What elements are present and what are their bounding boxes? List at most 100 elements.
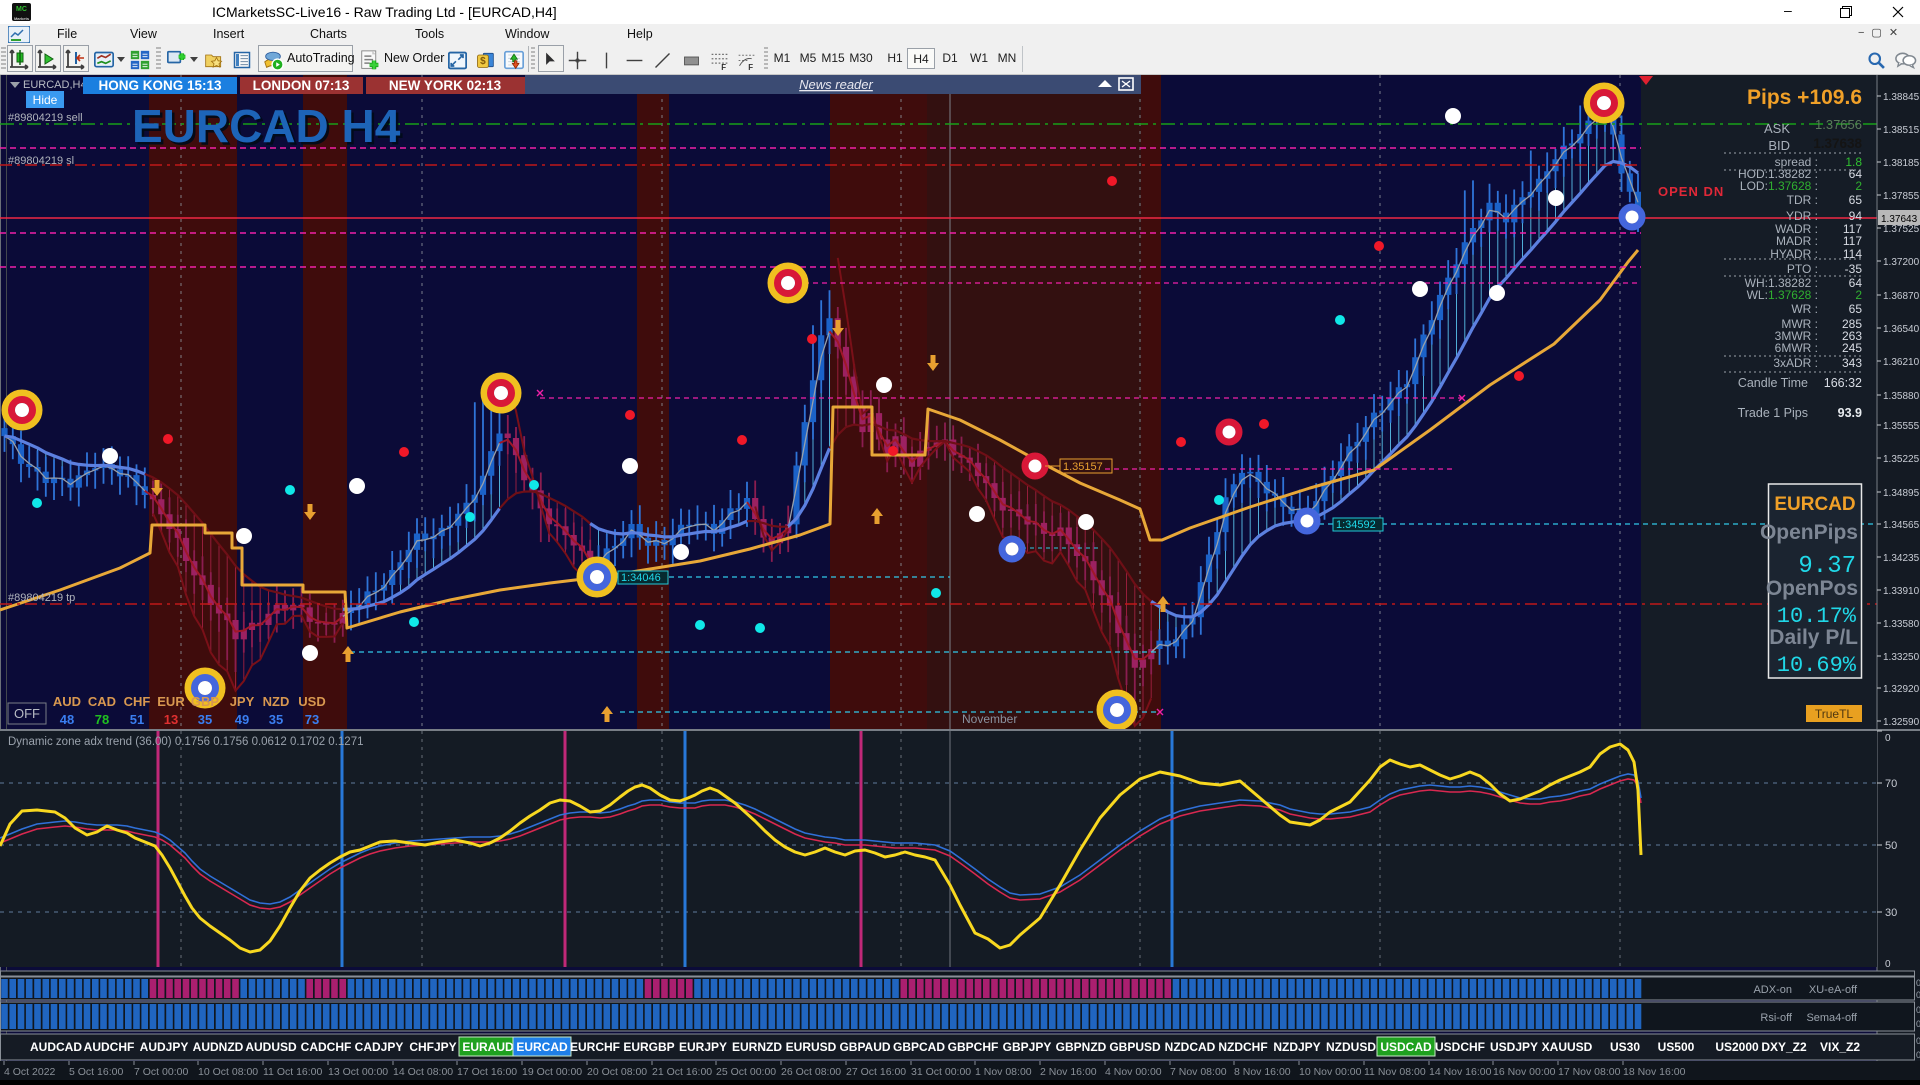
svg-text:ASK: ASK: [1764, 121, 1790, 136]
svg-text:48: 48: [60, 712, 74, 727]
svg-text:1.37200: 1.37200: [1883, 257, 1920, 268]
svg-text:NZDCHF: NZDCHF: [1218, 1040, 1267, 1054]
svg-text:WH:1.38282 :: WH:1.38282 :: [1745, 276, 1818, 290]
svg-text:1.38185: 1.38185: [1883, 158, 1920, 169]
svg-text:19 Oct 00:00: 19 Oct 00:00: [522, 1066, 582, 1078]
svg-text:17 Oct 16:00: 17 Oct 16:00: [457, 1066, 517, 1078]
svg-text:NZDCAD: NZDCAD: [1165, 1040, 1216, 1054]
svg-text:0: 0: [1916, 1036, 1920, 1046]
svg-text:1:34592: 1:34592: [1336, 519, 1376, 531]
svg-text:35: 35: [198, 712, 212, 727]
svg-text:EURAUD: EURAUD: [462, 1040, 514, 1054]
svg-text:TrueTL: TrueTL: [1815, 707, 1854, 721]
svg-text:CADJPY: CADJPY: [355, 1040, 404, 1054]
svg-text:OpenPips: OpenPips: [1760, 521, 1858, 544]
svg-text:245: 245: [1842, 341, 1862, 355]
svg-text:9.37: 9.37: [1798, 553, 1856, 580]
svg-text:7 Nov 08:00: 7 Nov 08:00: [1170, 1066, 1227, 1078]
svg-text:65: 65: [1849, 193, 1863, 207]
svg-text:EURUSD: EURUSD: [786, 1040, 837, 1054]
svg-text:3MWR :: 3MWR :: [1775, 329, 1818, 343]
svg-text:8 Nov 16:00: 8 Nov 16:00: [1234, 1066, 1291, 1078]
svg-text:93.9: 93.9: [1838, 406, 1862, 420]
svg-text:49: 49: [235, 712, 249, 727]
svg-text:1.34235: 1.34235: [1883, 553, 1920, 564]
svg-text:AUDCAD: AUDCAD: [30, 1040, 82, 1054]
svg-text:35: 35: [269, 712, 283, 727]
svg-text:1.33580: 1.33580: [1883, 619, 1920, 630]
svg-text:EURCAD: EURCAD: [516, 1040, 568, 1054]
svg-text:USD: USD: [298, 694, 325, 709]
svg-text:1 Nov 08:00: 1 Nov 08:00: [975, 1066, 1032, 1078]
svg-text:AUDJPY: AUDJPY: [140, 1040, 189, 1054]
svg-text:LONDON 07:13: LONDON 07:13: [253, 78, 350, 93]
svg-text:HYADR :: HYADR :: [1770, 247, 1818, 261]
svg-text:Daily P/L: Daily P/L: [1769, 626, 1858, 649]
svg-text:0: 0: [1916, 990, 1920, 1000]
svg-text:1.35225: 1.35225: [1883, 454, 1920, 465]
svg-text:73: 73: [305, 712, 319, 727]
svg-text:78: 78: [95, 712, 109, 727]
svg-text:1.35157: 1.35157: [1063, 461, 1103, 473]
svg-text:EURCAD,H4: EURCAD,H4: [23, 79, 87, 91]
svg-text:1.36870: 1.36870: [1883, 291, 1920, 302]
svg-text:1.35555: 1.35555: [1883, 421, 1920, 432]
svg-text:0: 0: [1916, 978, 1920, 988]
svg-text:BID: BID: [1768, 138, 1790, 153]
svg-text:14 Oct 08:00: 14 Oct 08:00: [393, 1066, 453, 1078]
svg-text:1.33250: 1.33250: [1883, 652, 1920, 663]
svg-text:NZDUSD: NZDUSD: [1326, 1040, 1376, 1054]
svg-text:GBPUSD: GBPUSD: [1109, 1040, 1161, 1054]
svg-text:1.34895: 1.34895: [1883, 488, 1920, 499]
svg-text:US30: US30: [1610, 1040, 1640, 1054]
svg-text:50: 50: [1885, 840, 1897, 852]
svg-text:13 Oct 00:00: 13 Oct 00:00: [328, 1066, 388, 1078]
svg-text:USDCAD: USDCAD: [1380, 1040, 1432, 1054]
svg-text:1.37855: 1.37855: [1883, 191, 1920, 202]
svg-text:EURCAD: EURCAD: [1774, 494, 1855, 515]
svg-text:AUDCHF: AUDCHF: [84, 1040, 135, 1054]
svg-text:CADCHF: CADCHF: [301, 1040, 352, 1054]
svg-text:51: 51: [130, 712, 144, 727]
svg-text:AUD: AUD: [53, 694, 81, 709]
svg-text:-35: -35: [1845, 262, 1863, 276]
svg-text:18 Nov 16:00: 18 Nov 16:00: [1623, 1066, 1686, 1078]
svg-text:25 Oct 00:00: 25 Oct 00:00: [716, 1066, 776, 1078]
svg-text:1.33910: 1.33910: [1883, 586, 1920, 597]
svg-text:November: November: [962, 712, 1017, 726]
svg-text:26 Oct 08:00: 26 Oct 08:00: [781, 1066, 841, 1078]
svg-text:NEW YORK 02:13: NEW YORK 02:13: [389, 78, 502, 93]
svg-text:Dynamic zone adx trend (36.00): Dynamic zone adx trend (36.00) 0.1756 0.…: [8, 736, 363, 748]
svg-text:Candle Time: Candle Time: [1738, 376, 1808, 390]
svg-text:Rsi-off: Rsi-off: [1760, 1012, 1793, 1024]
svg-text:1.37638: 1.37638: [1813, 136, 1862, 151]
svg-text:30: 30: [1885, 907, 1897, 919]
svg-text:1:34046: 1:34046: [621, 572, 661, 584]
svg-text:17 Nov 08:00: 17 Nov 08:00: [1558, 1066, 1621, 1078]
svg-text:166:32: 166:32: [1824, 376, 1862, 390]
svg-text:64: 64: [1849, 276, 1863, 290]
svg-text:16 Nov 00:00: 16 Nov 00:00: [1493, 1066, 1556, 1078]
svg-text:EURCHF: EURCHF: [570, 1040, 620, 1054]
svg-text:F: F: [721, 63, 726, 71]
svg-text:4 Oct 2022: 4 Oct 2022: [4, 1066, 56, 1078]
svg-text:GBPJPY: GBPJPY: [1003, 1040, 1052, 1054]
svg-text:1.32590: 1.32590: [1883, 717, 1920, 728]
svg-text:LOD:1.37628 :: LOD:1.37628 :: [1740, 179, 1818, 193]
svg-text:2 Nov 16:00: 2 Nov 16:00: [1040, 1066, 1097, 1078]
svg-text:F: F: [748, 63, 753, 71]
svg-text:14 Nov 16:00: 14 Nov 16:00: [1429, 1066, 1492, 1078]
svg-text:EURNZD: EURNZD: [732, 1040, 782, 1054]
svg-text:2: 2: [1855, 288, 1862, 302]
svg-text:1.38515: 1.38515: [1883, 125, 1920, 136]
svg-text:EURCAD H4: EURCAD H4: [135, 103, 404, 155]
svg-text:65: 65: [1849, 302, 1863, 316]
svg-text:CAD: CAD: [88, 694, 116, 709]
svg-text:5 Oct 16:00: 5 Oct 16:00: [69, 1066, 123, 1078]
svg-text:11 Nov 08:00: 11 Nov 08:00: [1364, 1066, 1426, 1078]
svg-text:2: 2: [1855, 179, 1862, 193]
svg-text:AUDUSD: AUDUSD: [245, 1040, 297, 1054]
svg-text:CHF: CHF: [124, 694, 151, 709]
svg-text:1.37525: 1.37525: [1883, 224, 1920, 235]
svg-text:343: 343: [1842, 356, 1862, 370]
